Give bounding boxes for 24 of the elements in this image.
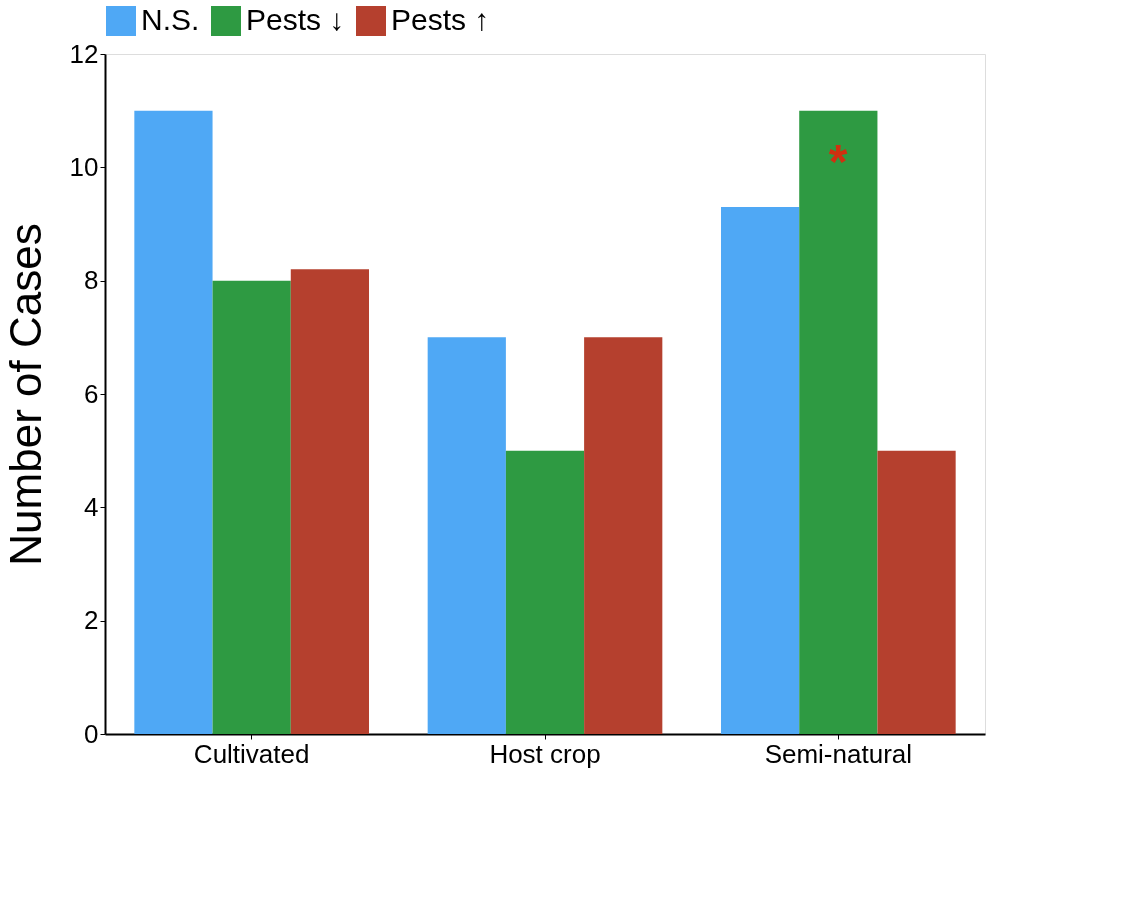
bar bbox=[505, 450, 585, 734]
x-tick-label: Host crop bbox=[489, 738, 601, 769]
y-tick-label: 12 bbox=[69, 38, 99, 69]
bar bbox=[799, 110, 878, 734]
legend-label: N.S. bbox=[141, 3, 200, 36]
y-tick-label: 4 bbox=[84, 491, 99, 522]
bar bbox=[877, 450, 956, 734]
x-tick-label: Cultivated bbox=[193, 738, 310, 769]
bar bbox=[212, 280, 291, 734]
bar bbox=[721, 207, 800, 734]
annotation: * bbox=[828, 135, 848, 188]
y-tick-label: 0 bbox=[84, 718, 99, 749]
y-tick-label: 2 bbox=[84, 605, 99, 636]
bar bbox=[427, 337, 506, 734]
legend-label: Pests ↑ bbox=[391, 3, 490, 36]
y-tick-label: 8 bbox=[84, 265, 99, 296]
x-tick-label: Semi-natural bbox=[764, 738, 913, 769]
y-axis-title: Number of Cases bbox=[0, 223, 50, 566]
y-tick-label: 6 bbox=[84, 378, 99, 409]
bar bbox=[134, 110, 213, 734]
y-tick-label: 10 bbox=[69, 151, 99, 182]
bar bbox=[290, 269, 369, 734]
bar bbox=[584, 337, 663, 734]
legend-label: Pests ↓ bbox=[246, 3, 345, 36]
